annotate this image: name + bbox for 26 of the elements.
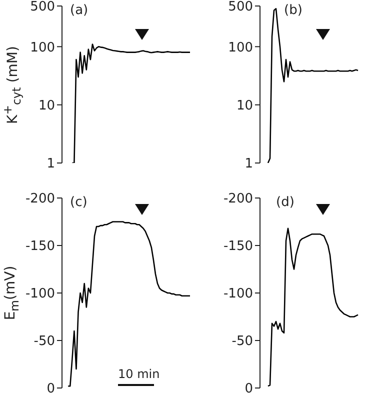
y-tick-label: 500: [30, 0, 55, 15]
y-tick-label: 1: [46, 156, 55, 172]
y-tick-label: 1: [244, 156, 253, 172]
y-tick-label: 500: [228, 0, 253, 15]
y-tick-label: -50: [232, 334, 253, 350]
y-tick-label: -100: [25, 286, 55, 302]
y-tick-label: 10: [236, 98, 253, 114]
y-tick-label: 0: [244, 382, 253, 397]
y-tick-label: -200: [223, 192, 253, 207]
chart-title: (a): [70, 3, 88, 18]
y-tick-label: -100: [223, 286, 253, 302]
chart-title: (b): [284, 3, 302, 18]
chart-title: (d): [276, 195, 294, 210]
chart-title: (c): [70, 195, 88, 210]
y-tick-label: -200: [25, 192, 55, 207]
y-tick-label: 0: [46, 382, 55, 397]
y-tick-label: 10: [38, 98, 55, 114]
y-tick-label: -50: [34, 334, 55, 350]
line-series: [67, 221, 191, 387]
y-tick-label: 100: [30, 40, 55, 56]
y-tick-label: -150: [223, 239, 253, 254]
line-series: [72, 44, 191, 163]
line-series: [267, 228, 359, 387]
annotation: 10 min: [118, 367, 160, 381]
y-tick-label: 100: [228, 40, 253, 56]
y-tick-label: -150: [25, 239, 55, 254]
